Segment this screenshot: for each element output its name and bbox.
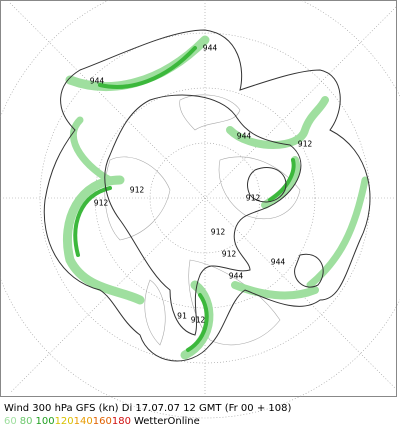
contour-label: 944 [237,132,252,141]
caption: Wind 300 hPa GFS (kn) Di 17.07.07 12 GMT… [4,403,291,414]
contours [43,29,371,362]
contour-label: 912 [246,194,261,203]
legend-item: WetterOnline [134,416,200,427]
legend-item: 100 [35,416,54,427]
contour-label: 944 [90,77,105,86]
legend-item: 60 [4,416,17,427]
contour-label: 91 [177,312,187,321]
legend-item: 140 [74,416,93,427]
contour-label: 944 [229,272,244,281]
legend-item: 180 [112,416,131,427]
wind-jets [62,35,369,360]
legend: 60 80 100120140160180 WetterOnline [4,416,200,427]
coastlines [104,94,301,346]
contour-labels: 944 944 944 944 944 912 912 912 912 912 … [90,44,313,325]
contour-label: 912 [191,316,206,325]
contour-label: 912 [298,140,313,149]
contour-label: 944 [271,258,286,267]
contour-label: 912 [94,199,109,208]
map-frame [0,0,397,397]
contour-label: 912 [130,186,145,195]
legend-item: 80 [20,416,33,427]
legend-item: 120 [55,416,74,427]
contour-label: 944 [203,44,218,53]
legend-item: 160 [93,416,112,427]
contour-label: 912 [222,250,237,259]
contour-label: 912 [211,228,226,237]
